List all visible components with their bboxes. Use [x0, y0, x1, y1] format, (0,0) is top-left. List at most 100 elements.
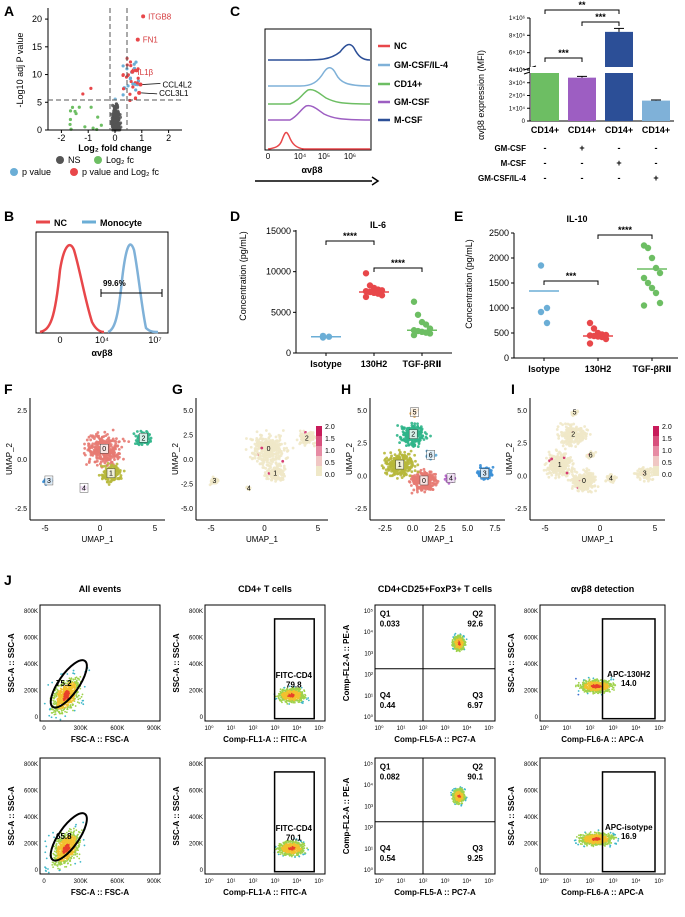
- f-cell: [103, 430, 107, 434]
- i-cell: [579, 436, 583, 440]
- j-r1-c2-ytick: 600K: [189, 636, 203, 642]
- i-cell: [556, 454, 559, 458]
- g-cell: [311, 442, 315, 445]
- a-point: [68, 117, 73, 122]
- i-cell: [591, 472, 595, 475]
- h-cell: [416, 470, 420, 474]
- h-cell: [479, 464, 482, 467]
- f-cell: [147, 432, 151, 436]
- j-r1-c1-event: [62, 700, 64, 703]
- g-cell: [275, 465, 279, 468]
- d-point: [410, 298, 418, 305]
- f-cluster-box: [100, 443, 109, 454]
- i-cell: [547, 475, 551, 479]
- h-xtick-label: -2.5: [378, 524, 392, 533]
- c-sig-label: ***: [595, 12, 606, 22]
- e-category-label: TGF-βRⅡ: [633, 364, 672, 374]
- c-hist-gmcsfil4: [268, 67, 371, 87]
- i-cell: [593, 484, 597, 488]
- i-y-label: UMAP_2: [505, 442, 514, 475]
- d-ytick-label: 5000: [271, 307, 291, 317]
- h-cell: [416, 473, 420, 477]
- h-cell: [429, 486, 433, 490]
- i-cell: [639, 473, 643, 476]
- gene-label: CCL4L2: [162, 81, 192, 90]
- i-cell: [561, 473, 564, 477]
- h-xtick-label: 2.5: [434, 524, 446, 533]
- i-cell: [577, 427, 581, 431]
- b-xtick-0: 0: [57, 335, 62, 345]
- j-r1-c1-event: [64, 692, 67, 694]
- i-cluster-label: 5: [573, 410, 577, 417]
- i-cell: [570, 466, 574, 470]
- j-r1-c2-xtick: 10⁵: [314, 725, 324, 732]
- f-cell: [101, 475, 105, 478]
- c-ytick-label: 6×10⁵: [509, 50, 526, 57]
- f-cell: [112, 452, 116, 456]
- f-cluster-box: [106, 468, 116, 478]
- a-point: [115, 116, 120, 120]
- h-cell: [385, 456, 389, 460]
- i-cell: [577, 489, 580, 493]
- a-point: [112, 104, 116, 109]
- d-point: [319, 332, 327, 340]
- f-cell: [99, 438, 102, 441]
- f-cell: [92, 437, 96, 441]
- f-cell: [132, 432, 136, 436]
- d-title: IL-6: [370, 220, 386, 230]
- d-sig-label: ****: [391, 258, 406, 268]
- j-r1-c1-event: [72, 669, 75, 672]
- h-xtick-label: 0.0: [407, 524, 419, 533]
- g-cell: [255, 442, 259, 446]
- g-cell: [284, 457, 288, 461]
- i-cell: [569, 443, 573, 447]
- f-cell: [111, 428, 115, 432]
- g-cell: [313, 444, 316, 448]
- h-cell: [406, 438, 410, 442]
- h-cell: [397, 448, 401, 452]
- i-cell: [547, 468, 551, 472]
- g-scale-label: 1.0: [325, 448, 335, 455]
- j-r1-c1-event: [61, 711, 64, 714]
- i-cell: [548, 471, 552, 474]
- h-cell: [396, 424, 400, 427]
- i-cell: [545, 456, 548, 460]
- h-cell: [420, 427, 424, 431]
- f-cell: [93, 442, 97, 446]
- h-cell: [433, 477, 436, 481]
- h-cell: [423, 431, 427, 434]
- f-cell: [112, 455, 116, 459]
- a-point: [136, 76, 140, 80]
- f-cluster-label: 0: [102, 446, 106, 453]
- j-r1-c1-event: [66, 708, 69, 711]
- i-ytick-label: 0.0: [517, 473, 527, 480]
- j-r1-c1-event: [71, 681, 74, 684]
- g-cell: [281, 459, 285, 463]
- c-table-cell: -: [544, 173, 547, 183]
- c-table-row-name: M-CSF: [501, 159, 526, 168]
- j-r1-c2-ytick: 0: [200, 715, 204, 721]
- g-cell: [258, 454, 262, 458]
- i-cell: [586, 487, 590, 491]
- legend-log2fc: Log₂ fc: [106, 155, 135, 165]
- i-cell: [573, 470, 577, 473]
- g-cell: [261, 454, 265, 457]
- f-cell: [98, 457, 102, 460]
- h-cell: [410, 421, 414, 425]
- h-cell: [421, 472, 425, 475]
- panel-j: J All events CD4+ T cells CD4+CD25+FoxP3+ …: [4, 572, 666, 897]
- a-point: [99, 123, 103, 127]
- g-cell: [282, 464, 286, 468]
- j-r1-c1-event: [60, 702, 62, 705]
- c-sig-label: **: [578, 0, 586, 10]
- gene-label: ITGB8: [148, 12, 172, 21]
- f-ytick-label: 2.5: [17, 408, 27, 415]
- panel-d: D IL-6 Concentration (pg/mL) 05000100001…: [230, 208, 452, 369]
- i-cell: [557, 475, 561, 479]
- g-cell: [264, 429, 268, 432]
- h-cell: [413, 453, 417, 457]
- h-cell: [443, 477, 447, 481]
- i-cell: [561, 444, 565, 448]
- g-scale-label: 0.5: [325, 460, 335, 467]
